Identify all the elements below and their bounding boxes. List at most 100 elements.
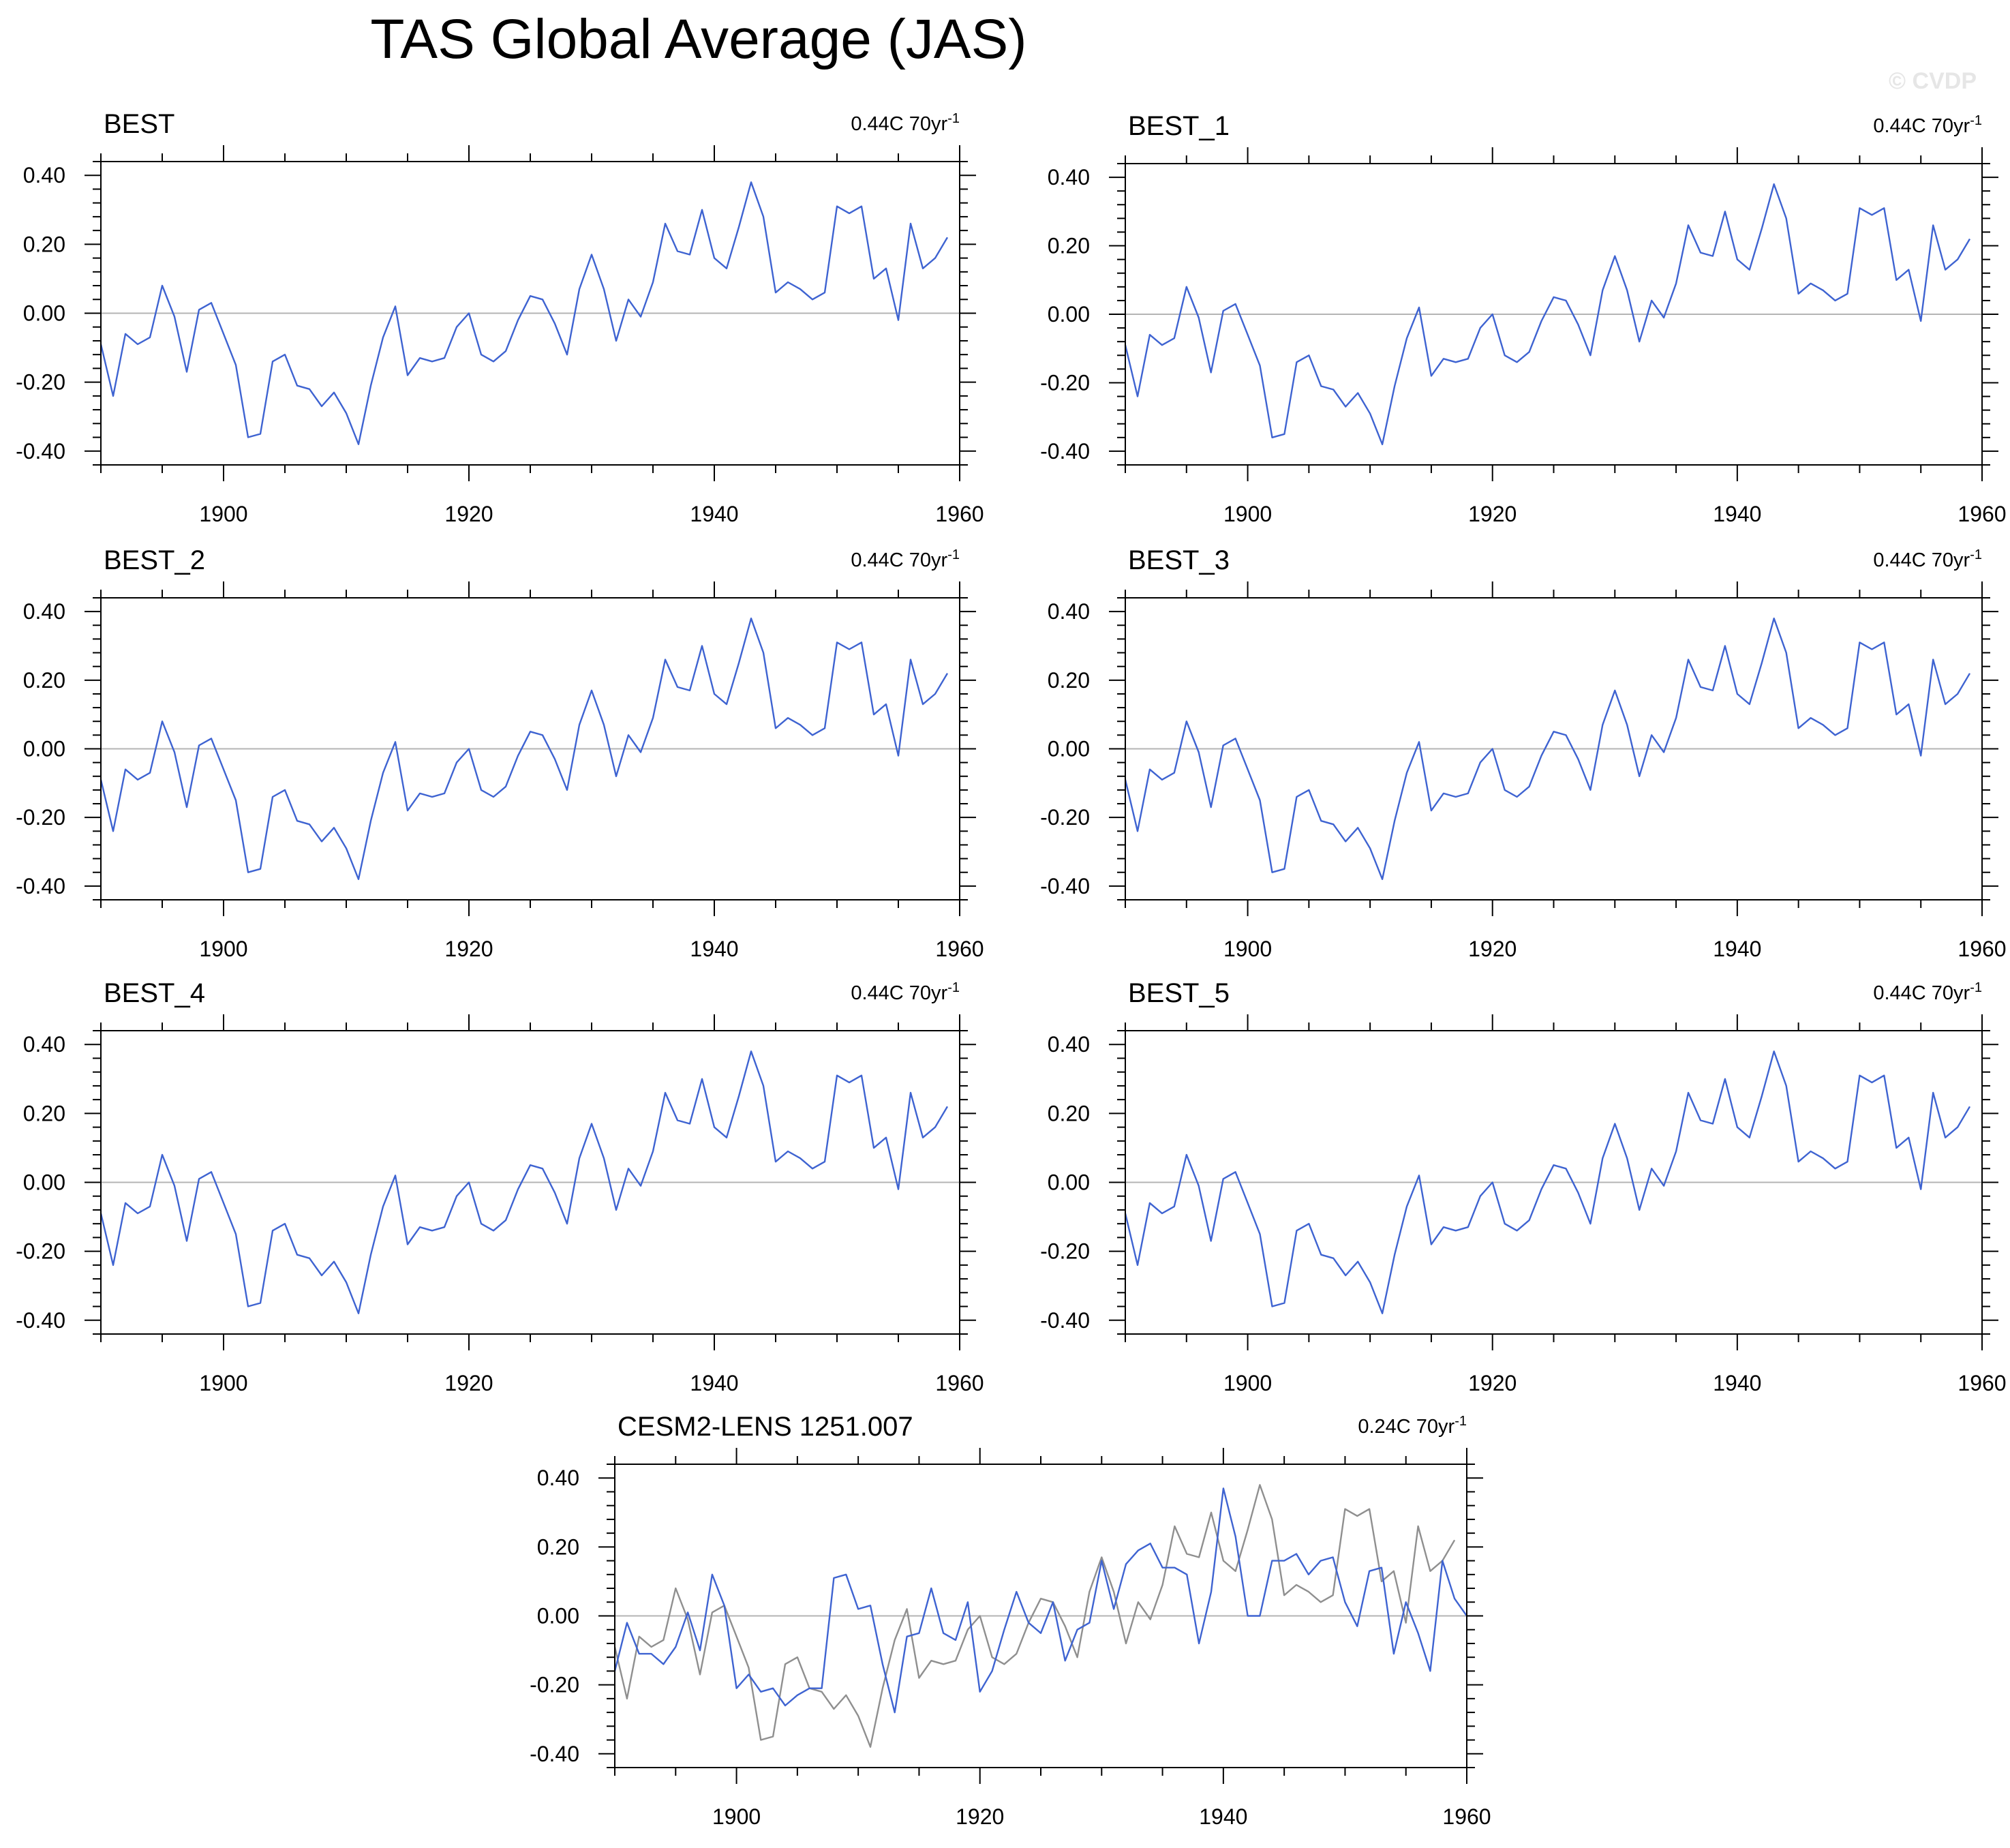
trend-label: 0.44C 70yr-1 [1873,113,1982,137]
y-tick-label: 0.00 [23,737,65,761]
trend-label: 0.24C 70yr-1 [1358,1414,1467,1438]
y-tick-label: 0.00 [1048,737,1090,761]
chart-panel: 0.40 0.20 0.00 -0.20 -0.40 1900 1920 1940 1960 BE… [16,545,984,961]
watermark: © CVDP [1889,68,1977,94]
y-tick-label: -0.20 [16,805,65,830]
trend-exponent: -1 [1970,980,1982,995]
panel-title: BEST_3 [1128,545,1230,575]
x-tick-label: 1940 [1713,1371,1761,1395]
x-tick-label: 1920 [444,502,493,526]
y-tick-label: 0.00 [23,301,65,326]
y-tick-label: -0.20 [1040,1239,1090,1264]
plot-frame [614,1464,1467,1768]
y-tick-label: 0.20 [1048,234,1090,258]
y-tick-label: 0.20 [23,232,65,256]
y-tick-label: 0.40 [1048,599,1090,624]
y-tick-label: 0.40 [1048,1032,1090,1057]
chart-panel: 0.40 0.20 0.00 -0.20 -0.40 1900 1920 1940 1960 BE… [16,978,984,1395]
series-line [1124,1050,1971,1314]
x-tick-label: 1940 [1713,502,1761,526]
y-tick-label: 0.20 [23,668,65,693]
plot-frame [1125,1030,1983,1335]
trend-label: 0.44C 70yr-1 [851,111,960,135]
trend-exponent: -1 [1970,113,1982,128]
y-tick-label: -0.20 [1040,370,1090,395]
trend-label: 0.44C 70yr-1 [1873,980,1982,1004]
series-line [613,1487,1467,1714]
trend-exponent: -1 [1455,1414,1467,1429]
y-tick-label: 0.00 [1048,1170,1090,1195]
trend-exponent: -1 [947,547,960,562]
y-tick-label: -0.40 [1040,439,1090,464]
x-tick-label: 1960 [1958,1371,2006,1395]
panel-title: BEST_1 [1128,111,1230,141]
x-tick-label: 1940 [690,502,738,526]
x-tick-label: 1920 [956,1804,1004,1829]
y-tick-label: 0.00 [1048,302,1090,327]
x-tick-label: 1920 [1468,502,1517,526]
trend-exponent: -1 [947,980,960,995]
x-tick-label: 1960 [935,1371,984,1395]
plot-frame [1125,597,1983,900]
y-tick-label: -0.20 [530,1673,579,1697]
obs-overlay-line [613,1484,1456,1748]
x-tick-label: 1920 [1468,937,1517,961]
series-line [1124,183,1971,446]
panels: 0.40 0.20 0.00 -0.20 -0.40 1900 1920 1940 1960 BE… [16,109,2007,1829]
series-line [100,1050,949,1314]
y-tick-label: -0.40 [16,439,65,464]
x-tick-label: 1940 [1199,1804,1247,1829]
y-tick-label: 0.20 [1048,668,1090,693]
x-tick-label: 1900 [1223,502,1272,526]
panel-title: BEST_2 [104,545,205,575]
y-tick-label: 0.40 [23,599,65,624]
x-tick-label: 1940 [690,937,738,961]
plot-frame [100,161,960,466]
y-tick-label: 0.00 [537,1604,579,1629]
x-tick-label: 1900 [1223,937,1272,961]
y-tick-label: -0.20 [16,1239,65,1264]
chart-panel: 0.40 0.20 0.00 -0.20 -0.40 1900 1920 1940 1960 CE… [530,1412,1491,1829]
trend-exponent: -1 [1970,547,1982,562]
plot-frame [1125,163,1983,466]
series-line [100,618,949,881]
trend-label: 0.44C 70yr-1 [851,980,960,1004]
y-tick-label: -0.20 [1040,805,1090,830]
chart-panel: 0.40 0.20 0.00 -0.20 -0.40 1900 1920 1940 1960 BE… [1040,978,2007,1395]
y-tick-label: 0.00 [23,1170,65,1195]
trend-label: 0.44C 70yr-1 [851,547,960,571]
x-tick-label: 1940 [1713,937,1761,961]
series-line [1124,618,1971,881]
x-tick-label: 1900 [199,937,247,961]
trend-label: 0.44C 70yr-1 [1873,547,1982,571]
x-tick-label: 1900 [199,502,247,526]
x-tick-label: 1960 [1442,1804,1491,1829]
y-tick-label: -0.40 [1040,1308,1090,1333]
y-tick-label: 0.20 [1048,1101,1090,1125]
panel-title: BEST_5 [1128,978,1230,1008]
y-tick-label: -0.40 [16,874,65,898]
x-tick-label: 1960 [935,937,984,961]
x-tick-label: 1920 [444,1371,493,1395]
plot-frame [100,1030,960,1335]
y-tick-label: -0.40 [16,1308,65,1333]
panel-title: CESM2-LENS 1251.007 [618,1412,913,1442]
y-tick-label: 0.40 [23,1032,65,1057]
x-tick-label: 1960 [1958,937,2006,961]
x-tick-label: 1900 [712,1804,761,1829]
chart-panel: 0.40 0.20 0.00 -0.20 -0.40 1900 1920 1940 1960 BE… [1040,111,2007,526]
x-tick-label: 1920 [1468,1371,1517,1395]
y-tick-label: 0.40 [537,1466,579,1490]
x-tick-label: 1900 [199,1371,247,1395]
panel-title: BEST [104,109,174,139]
y-tick-label: -0.40 [1040,874,1090,898]
y-tick-label: 0.40 [1048,165,1090,190]
x-tick-label: 1940 [690,1371,738,1395]
y-tick-label: -0.40 [530,1742,579,1766]
x-tick-label: 1960 [1958,502,2006,526]
x-tick-label: 1960 [935,502,984,526]
y-tick-label: 0.20 [23,1101,65,1125]
trend-exponent: -1 [947,111,960,126]
y-tick-label: 0.40 [23,163,65,187]
